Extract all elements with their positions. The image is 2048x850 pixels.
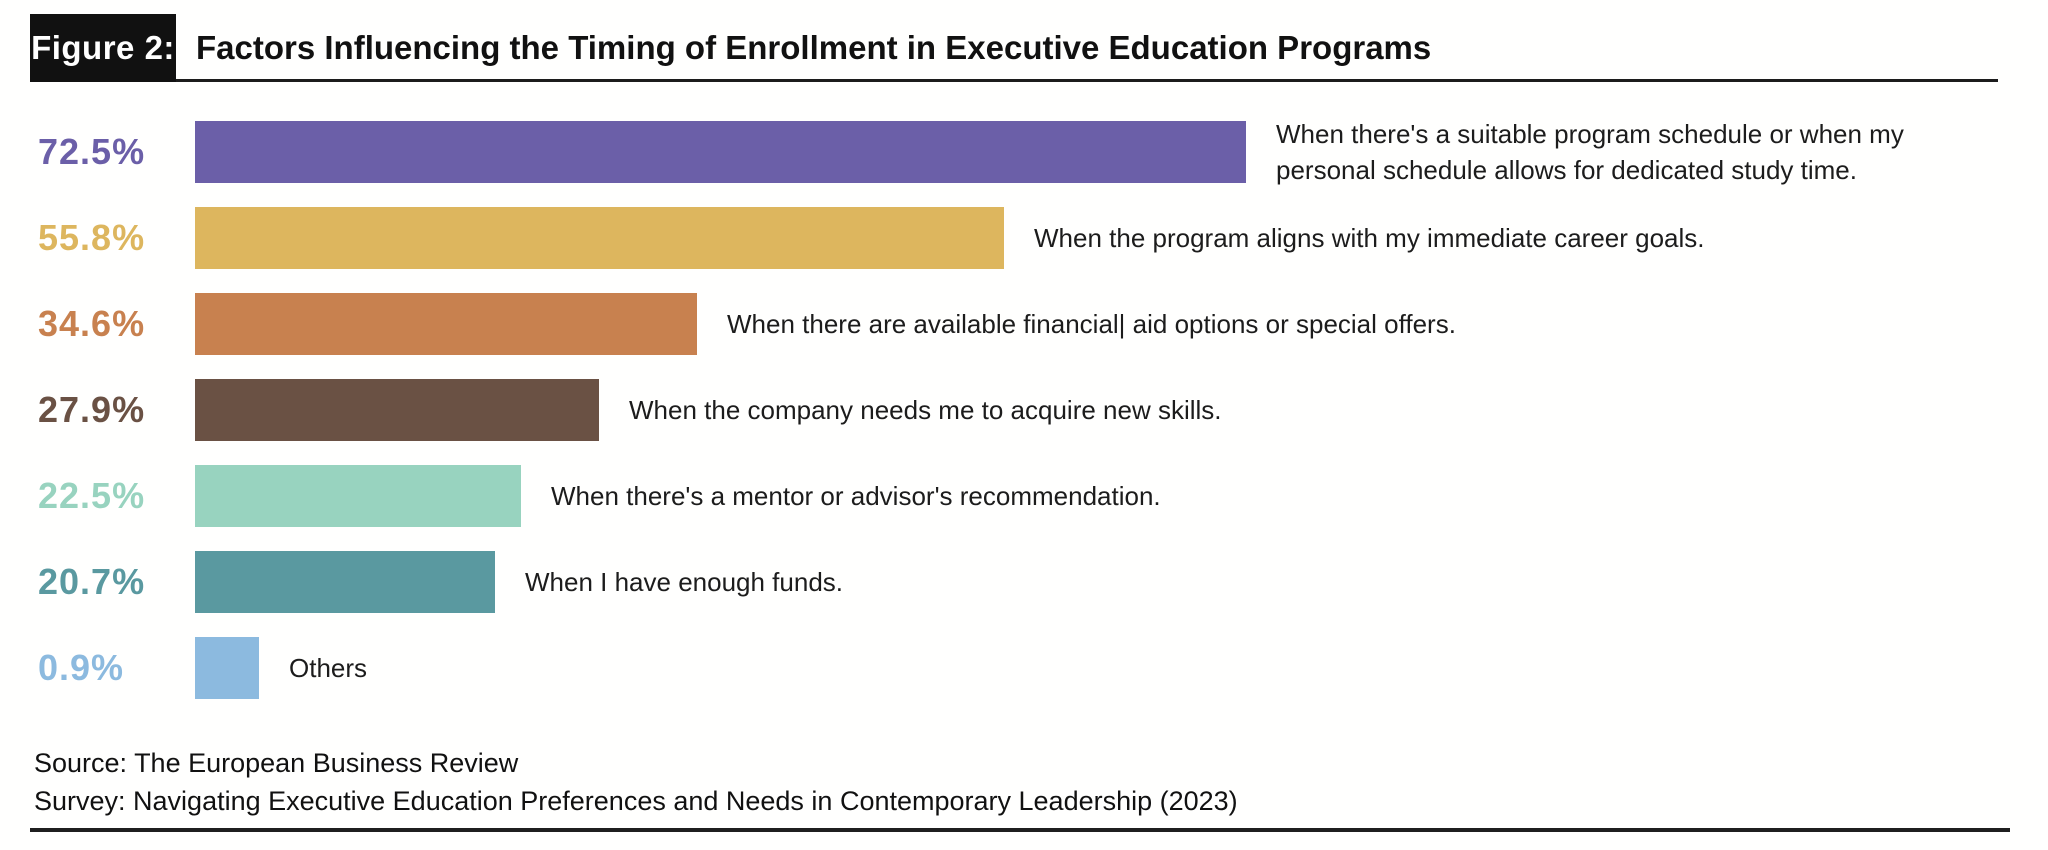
title-underline	[176, 79, 1998, 82]
value-label: 27.9%	[38, 389, 146, 430]
bottom-rule	[30, 828, 2010, 832]
bar-row: 20.7% When I have enough funds.	[38, 551, 1904, 613]
bar-row: 72.5% When there's a suitable program sch…	[38, 119, 1904, 185]
bar	[195, 293, 697, 355]
bar-row: 55.8% When the program aligns with my imm…	[38, 207, 1904, 269]
category-label: Others	[289, 653, 368, 683]
bar	[195, 207, 1004, 269]
bar	[195, 637, 259, 699]
figure-label-box: Figure 2:	[30, 14, 176, 82]
bar-row: 27.9% When the company needs me to acquir…	[38, 379, 1904, 441]
footer: Source: The European Business Review Sur…	[34, 744, 1238, 820]
bar-chart: 72.5% When there's a suitable program sch…	[38, 119, 1904, 723]
category-label: When the program aligns with my immediat…	[1034, 223, 1705, 253]
category-label: When I have enough funds.	[525, 567, 844, 597]
survey-line: Survey: Navigating Executive Education P…	[34, 786, 1238, 816]
bar-row: 22.5% When there's a mentor or advisor's …	[38, 465, 1904, 527]
value-label: 34.6%	[38, 303, 146, 344]
value-label: 20.7%	[38, 561, 146, 602]
bar-row: 34.6% When there are available financial|…	[38, 293, 1904, 355]
category-label: When there are available financial| aid …	[727, 309, 1456, 339]
category-label: When there's a suitable program schedule…	[1276, 119, 1904, 185]
figure-label: Figure 2:	[31, 29, 175, 66]
value-label: 55.8%	[38, 217, 146, 258]
bar	[195, 121, 1246, 183]
figure-title: Factors Influencing the Timing of Enroll…	[196, 29, 1432, 66]
source-line: Source: The European Business Review	[34, 748, 519, 778]
value-label: 0.9%	[38, 647, 125, 688]
bar	[195, 465, 521, 527]
value-label: 72.5%	[38, 131, 146, 172]
bar	[195, 551, 495, 613]
value-label: 22.5%	[38, 475, 146, 516]
bar	[195, 379, 599, 441]
category-label: When there's a mentor or advisor's recom…	[551, 481, 1161, 511]
bar-row: 0.9% Others	[38, 637, 1904, 699]
category-label: When the company needs me to acquire new…	[629, 395, 1222, 425]
